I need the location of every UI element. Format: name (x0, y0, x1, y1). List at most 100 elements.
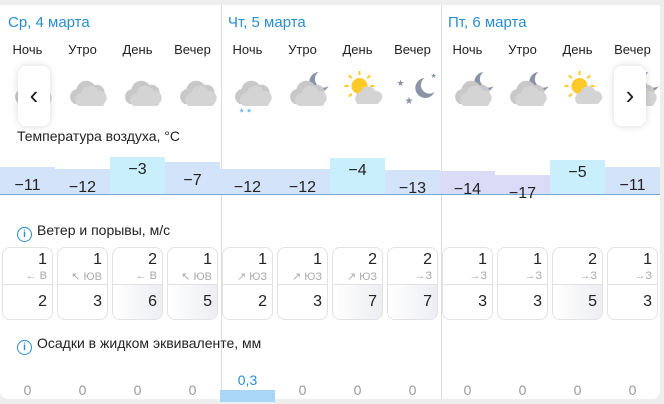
temperature-bar: −12 (275, 169, 330, 196)
wind-speed: 2 (368, 251, 377, 268)
precipitation-value: 0 (23, 382, 32, 398)
wind-cell: 1 ↗ ЮЗ 2 (222, 247, 273, 320)
wind-direction: ↖ ЮВ (71, 271, 102, 283)
temperature-label: Температура воздуха, °C (17, 128, 180, 144)
wind-direction: →З (634, 270, 652, 282)
wind-direction: ↗ ЮЗ (346, 271, 377, 283)
temperature-bar: −13 (385, 170, 440, 197)
wind-gust: 2 (258, 293, 267, 310)
temperature-value: −7 (183, 172, 202, 189)
wind-gust: 3 (643, 293, 652, 310)
wind-label-text: Ветер и порывы, м/с (37, 222, 171, 238)
wind-gust: 3 (478, 293, 487, 310)
cloudy-icon (125, 80, 162, 106)
wind-gust: 3 (313, 293, 322, 310)
prev-button[interactable]: ‹ (18, 66, 50, 126)
precipitation-value: 0 (628, 382, 637, 398)
info-icon[interactable]: i (17, 340, 32, 355)
temperature-bar: −5 (550, 160, 605, 195)
wind-direction: ↗ ЮЗ (236, 271, 267, 283)
cloudy-snow-icon: * * (235, 80, 272, 116)
wind-gust: 3 (533, 293, 542, 310)
temperature-bar: −17 (495, 175, 550, 202)
info-icon[interactable]: i (17, 227, 32, 242)
wind-direction: ↖ ЮВ (181, 271, 212, 283)
day-part-label: Утро (68, 42, 97, 57)
precipitation-value: 0 (298, 382, 307, 398)
cloudy-icon (70, 80, 107, 106)
day-part-label: Ночь (12, 42, 43, 57)
moon-stars-icon: ★★★ (397, 72, 437, 107)
temperature-bar: −11 (0, 167, 55, 195)
day-part-label: Вечер (174, 42, 211, 57)
wind-direction: ← В (135, 270, 157, 282)
precipitation-value: 0 (133, 382, 142, 398)
wind-gust: 7 (388, 285, 437, 319)
precipitation-value: 0 (573, 382, 582, 398)
wind-direction: →З (524, 270, 542, 282)
wind-speed: 1 (203, 251, 212, 268)
cloud-moon-icon (290, 72, 329, 106)
temperature-bar: −12 (55, 169, 110, 196)
temperature-bar: −11 (605, 167, 660, 195)
precipitation-value: 0,3 (220, 372, 275, 402)
wind-direction: →З (579, 270, 597, 282)
forecast-card (0, 5, 660, 399)
day-divider (221, 5, 222, 399)
sun-cloud-icon (564, 71, 603, 104)
wind-gust: 3 (93, 293, 102, 310)
temperature-bar: −7 (165, 162, 220, 195)
day-date: Ср, 4 марта (8, 14, 90, 31)
day-part-label: День (562, 42, 593, 57)
temperature-value: −14 (453, 181, 482, 198)
temperature-bar: −3 (110, 157, 165, 195)
day-part-label: Вечер (614, 42, 651, 57)
temperature-value: −17 (508, 185, 537, 202)
wind-speed: 1 (313, 251, 322, 268)
wind-speed: 1 (478, 251, 487, 268)
temperature-value: −5 (568, 164, 587, 181)
temperature-value: −4 (348, 162, 367, 179)
wind-speed: 1 (93, 251, 102, 268)
temperature-value: −12 (288, 179, 317, 196)
precipitation-value: 0 (518, 382, 527, 398)
precipitation-value: 0 (353, 382, 362, 398)
wind-direction: →З (469, 270, 487, 282)
precipitation-bar (220, 390, 275, 402)
wind-gust: 2 (38, 293, 47, 310)
day-part-label: Ночь (452, 42, 483, 57)
wind-speed: 2 (423, 251, 432, 268)
day-part-label: День (342, 42, 373, 57)
precipitation-value: 0 (463, 382, 472, 398)
cloud-moon-icon (455, 72, 494, 106)
temperature-value: −12 (68, 179, 97, 196)
svg-text:★: ★ (431, 72, 437, 80)
temperature-bar: −4 (330, 158, 385, 195)
wind-cell: 2 →З 5 (552, 247, 603, 320)
svg-text:★: ★ (397, 78, 405, 88)
temperature-value: −13 (398, 180, 427, 197)
cloudy-icon (180, 80, 217, 106)
wind-cell: 1 →З 3 (607, 247, 658, 320)
day-part-label: Ночь (232, 42, 263, 57)
next-button[interactable]: › (614, 66, 646, 126)
svg-text:* *: * * (240, 107, 252, 116)
temperature-bar: −14 (440, 171, 495, 198)
wind-speed: 1 (258, 251, 267, 268)
cloud-moon-icon (510, 72, 549, 106)
wind-cell: 1 ↖ ЮВ 3 (57, 247, 108, 320)
wind-direction: ← В (25, 270, 47, 282)
wind-cell: 2 ↗ ЮЗ 7 (332, 247, 383, 320)
day-part-label: Вечер (394, 42, 431, 57)
wind-gust: 7 (333, 285, 382, 319)
wind-speed: 1 (643, 251, 652, 268)
day-date: Чт, 5 марта (228, 14, 306, 31)
day-date: Пт, 6 марта (448, 14, 527, 31)
day-part-label: Утро (288, 42, 317, 57)
temperature-value: −12 (233, 179, 262, 196)
svg-text:★: ★ (405, 96, 414, 107)
temperature-value: −11 (619, 177, 646, 194)
day-divider (441, 5, 442, 399)
wind-speed: 1 (533, 251, 542, 268)
